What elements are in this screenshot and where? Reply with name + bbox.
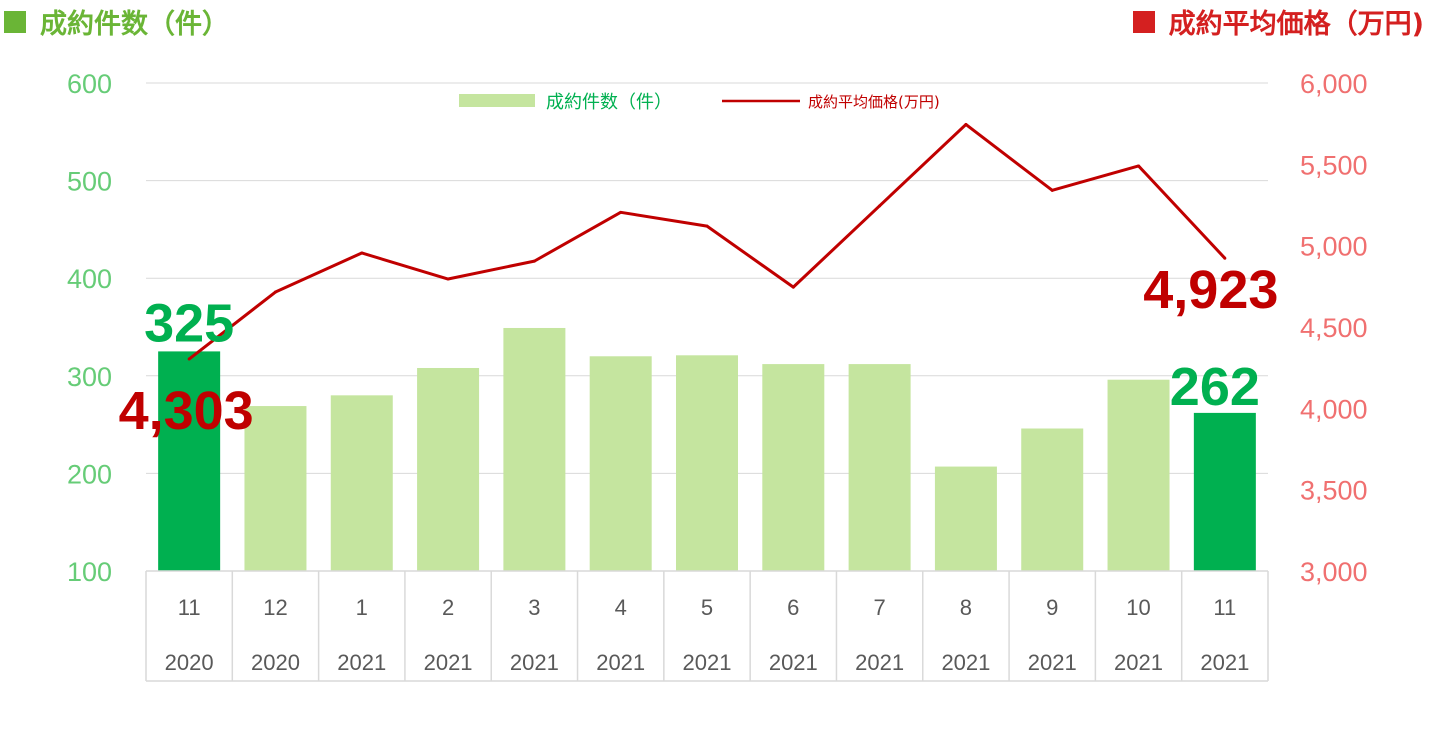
x-axis-year-label: 2021 [1200,650,1249,675]
x-axis-year-label: 2021 [855,650,904,675]
price-point [705,224,709,228]
x-axis-month-label: 3 [528,595,540,620]
price-point [1137,164,1141,168]
x-axis-year-label: 2021 [941,650,990,675]
right-axis-title-text: 成約平均価格（万円) [1168,9,1424,40]
bar [330,395,393,571]
price-line [188,122,1226,361]
bar [1107,379,1170,571]
right-axis-tick-label: 6,000 [1300,69,1368,99]
legend-bar-swatch [459,94,535,107]
bar [503,327,566,571]
price-point [360,251,364,255]
x-axis-month-label: 9 [1046,595,1058,620]
x-axis-year-label: 2021 [769,650,818,675]
x-axis-year-label: 2021 [596,650,645,675]
price-point [1223,256,1227,260]
red-square-icon [1132,10,1155,33]
price-point [1050,188,1054,192]
x-axis-year-label: 2021 [337,650,386,675]
right-axis-title: 成約平均価格（万円) [1132,2,1424,41]
bar [848,364,911,571]
legend-line-label: 成約平均価格(万円) [808,93,940,111]
legend-bar-label: 成約件数（件） [546,92,672,113]
bar [244,406,307,571]
x-axis-month-label: 1 [356,595,368,620]
x-axis-year-label: 2021 [1028,650,1077,675]
right-axis-tick-label: 4,500 [1300,313,1368,343]
x-axis-month-label: 7 [873,595,885,620]
x-axis-year-label: 2020 [251,650,300,675]
x-axis-month-label: 11 [1213,595,1236,620]
price-point [619,210,623,214]
x-axis-month-label: 5 [701,595,713,620]
x-axis-year-label: 2021 [424,650,473,675]
x-axis-month-label: 12 [263,595,287,620]
bar [589,356,652,571]
data-label: 325 [144,293,234,353]
bar [762,364,825,571]
data-label: 262 [1170,357,1260,417]
price-point [273,290,277,294]
left-axis-tick-label: 500 [67,167,112,197]
left-axis-tick-label: 600 [67,69,112,99]
left-axis-title: 成約件数（件） [4,2,229,41]
x-axis-month-label: 11 [178,595,201,620]
green-square-icon [4,10,26,33]
price-point [446,277,450,281]
right-axis-tick-label: 5,500 [1300,150,1368,180]
bar [1193,412,1256,571]
left-axis-tick-label: 300 [67,362,112,392]
data-label: 4,923 [1143,260,1278,320]
bar [1021,428,1084,571]
left-axis-title-text: 成約件数（件） [40,9,229,40]
price-point [187,357,191,361]
x-axis-year-label: 2021 [510,650,559,675]
right-axis-tick-label: 3,500 [1300,476,1368,506]
price-point [964,122,968,126]
x-axis-month-label: 4 [615,595,627,620]
left-axis-tick-label: 100 [67,557,112,587]
x-axis-month-label: 2 [442,595,454,620]
x-axis-year-label: 2020 [165,650,214,675]
x-axis-year-label: 2021 [683,650,732,675]
bar [417,367,480,571]
right-axis-tick-label: 5,000 [1300,232,1368,262]
price-point [878,204,882,208]
x-axis-month-label: 6 [787,595,799,620]
bar [934,466,997,571]
right-axis-tick-label: 3,000 [1300,557,1368,587]
x-axis-month-label: 8 [960,595,972,620]
data-label: 4,303 [119,381,254,441]
price-point [532,259,536,263]
x-axis-month-label: 10 [1126,595,1150,620]
left-axis-tick-label: 400 [67,264,112,294]
bar [158,351,221,571]
left-axis-tick-label: 200 [67,459,112,489]
price-point [791,285,795,289]
bar [676,355,738,571]
right-axis-tick-label: 4,000 [1300,394,1368,424]
x-axis-year-label: 2021 [1114,650,1163,675]
